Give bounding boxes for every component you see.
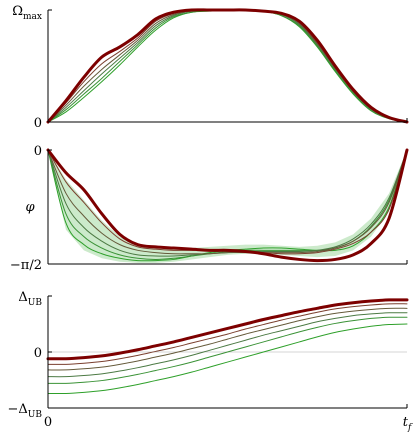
series-line-1 — [47, 9, 408, 123]
series-line-1 — [47, 303, 408, 365]
series-line-4 — [47, 9, 408, 123]
y-tick-label: 0 — [34, 144, 42, 159]
series-line-0 — [46, 148, 409, 263]
y-tick-label: −ΔUB — [8, 402, 43, 420]
x-tick-label: tf — [403, 415, 413, 433]
series-line-5 — [47, 323, 408, 395]
series-line-4 — [47, 316, 408, 384]
series-line-3 — [47, 9, 408, 123]
series-line-2 — [47, 307, 408, 371]
panel-rotation-rate: Ωmax 0 — [12, 4, 409, 131]
series-line-0 — [46, 298, 409, 361]
x-tick-label: 0 — [44, 415, 52, 430]
y-tick-label: −π/2 — [10, 258, 42, 273]
y-tick-label: 0 — [34, 116, 42, 131]
y-axis-label: φ — [25, 200, 35, 215]
series-line-3 — [47, 312, 408, 378]
y-tick-label: ΔUB — [18, 290, 42, 308]
series-line-2 — [47, 9, 408, 123]
panel-angle-phi: 0 −π/2 φ — [10, 144, 409, 273]
y-tick-label: Ωmax — [12, 4, 42, 22]
series-line-5 — [47, 9, 408, 123]
series-line-2 — [47, 149, 408, 255]
series-line-0 — [46, 8, 409, 124]
y-tick-label: 0 — [34, 346, 42, 361]
